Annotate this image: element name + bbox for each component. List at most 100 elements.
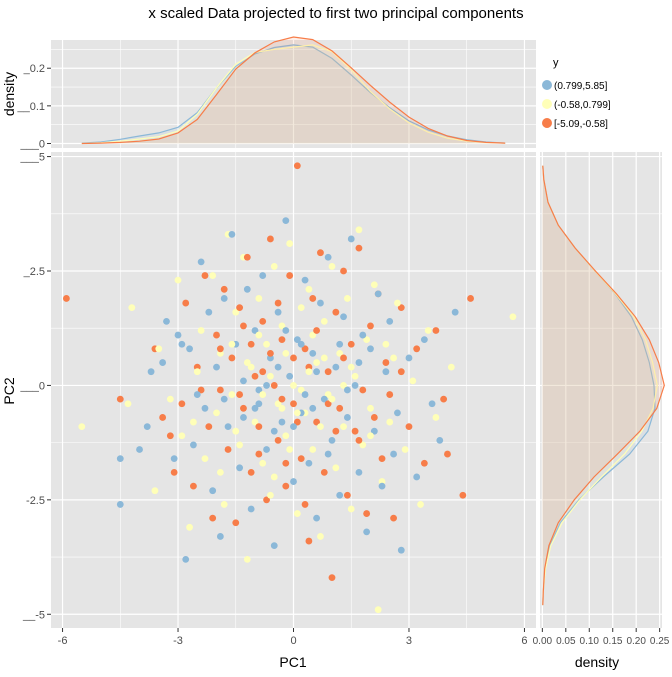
scatter-point xyxy=(174,331,182,339)
scatter-point xyxy=(209,487,217,495)
scatter-point xyxy=(378,455,386,463)
scatter-point xyxy=(166,432,174,440)
scatter-point xyxy=(343,386,351,394)
scatter-point xyxy=(282,432,290,440)
scatter-point xyxy=(247,363,255,371)
scatter-point xyxy=(293,162,301,170)
scatter-point xyxy=(213,409,220,417)
scatter-point xyxy=(332,308,340,316)
scatter-point xyxy=(301,276,309,284)
scatter-point xyxy=(290,400,297,408)
scatter-point xyxy=(367,322,374,330)
scatter-point xyxy=(178,432,186,440)
scatter-point xyxy=(213,331,220,339)
y-tick-label: __-5 xyxy=(22,609,45,621)
scatter-point xyxy=(213,363,220,371)
scatter-point xyxy=(228,354,236,362)
scatter-point xyxy=(405,423,413,431)
y-tick-label: _2.5 xyxy=(23,266,45,278)
scatter-point xyxy=(116,395,124,403)
scatter-point xyxy=(282,482,290,490)
scatter-point xyxy=(401,446,409,453)
scatter-point xyxy=(359,386,367,394)
scatter-point xyxy=(255,295,263,302)
scatter-point xyxy=(263,446,270,453)
scatter-point xyxy=(355,436,363,444)
scatter-point xyxy=(236,441,244,449)
scatter-point xyxy=(382,368,390,376)
scatter-point xyxy=(282,349,290,357)
scatter-point xyxy=(305,537,313,545)
scatter-point xyxy=(251,418,259,426)
right-density-panel xyxy=(540,152,662,628)
scatter-point xyxy=(278,418,286,426)
scatter-point xyxy=(367,432,374,440)
scatter-point xyxy=(178,340,186,348)
scatter-point xyxy=(116,455,124,463)
scatter-point xyxy=(286,446,294,453)
scatter-point xyxy=(62,295,70,302)
scatter-point xyxy=(347,363,355,371)
scatter-point xyxy=(293,409,301,417)
scatter-point xyxy=(128,304,136,312)
scatter-point xyxy=(440,395,448,403)
scatter-point xyxy=(290,423,297,431)
scatter-point xyxy=(451,308,459,316)
scatter-point xyxy=(313,359,320,366)
scatter-point xyxy=(251,372,259,380)
scatter-point xyxy=(282,459,290,467)
y-axis-label: PC2 xyxy=(1,377,17,404)
scatter-point xyxy=(347,235,355,243)
density-area xyxy=(542,165,658,606)
scatter-point xyxy=(205,423,213,431)
scatter-point xyxy=(313,514,320,522)
right-density-grid xyxy=(540,152,662,628)
scatter-point xyxy=(413,345,421,353)
scatter-point xyxy=(328,395,336,403)
scatter-point xyxy=(190,418,197,426)
legend-label: (0.799,5.85] xyxy=(554,81,608,92)
scatter-point xyxy=(370,427,378,435)
legend-swatch xyxy=(542,80,552,90)
scatter-point xyxy=(428,400,436,408)
scatter-point xyxy=(197,327,205,334)
scatter-point xyxy=(374,290,382,298)
scatter-point xyxy=(209,514,217,522)
scatter-point xyxy=(170,455,178,463)
x-axis-label: PC1 xyxy=(279,654,306,670)
top-density-y-label: density xyxy=(1,72,17,116)
scatter-point xyxy=(197,258,205,266)
scatter-point xyxy=(270,473,278,481)
scatter-point xyxy=(363,336,371,344)
scatter-point xyxy=(293,510,301,517)
scatter-point xyxy=(243,253,251,261)
scatter-point xyxy=(255,450,263,458)
density-curve xyxy=(542,165,665,606)
scatter-point xyxy=(243,555,251,563)
scatter-point xyxy=(220,285,228,293)
scatter-point xyxy=(390,450,397,458)
scatter-point xyxy=(255,331,263,339)
scatter-point xyxy=(286,272,294,279)
scatter-point xyxy=(328,263,336,270)
scatter-point xyxy=(340,354,347,362)
scatter-point xyxy=(324,368,332,376)
scatter-point xyxy=(340,267,347,275)
top-density-y-ticks: ___0 __0.1 _0.2 xyxy=(16,63,51,150)
scatter-grid xyxy=(51,152,536,628)
scatter-point xyxy=(224,423,232,431)
scatter-point xyxy=(367,345,374,353)
legend-entry: (0.799,5.85] xyxy=(542,80,608,92)
scatter-point xyxy=(336,340,344,348)
x-tick-label: 6 xyxy=(521,635,527,647)
scatter-point xyxy=(259,368,267,376)
scatter-point xyxy=(290,382,297,389)
scatter-point xyxy=(143,423,151,431)
right-density-x-ticks: 0.00 0.05 0.10 0.15 0.20 0.25 xyxy=(533,628,670,647)
scatter-point xyxy=(247,340,255,348)
scatter-point xyxy=(397,304,405,312)
scatter-point xyxy=(263,382,270,389)
scatter-point xyxy=(309,295,317,302)
